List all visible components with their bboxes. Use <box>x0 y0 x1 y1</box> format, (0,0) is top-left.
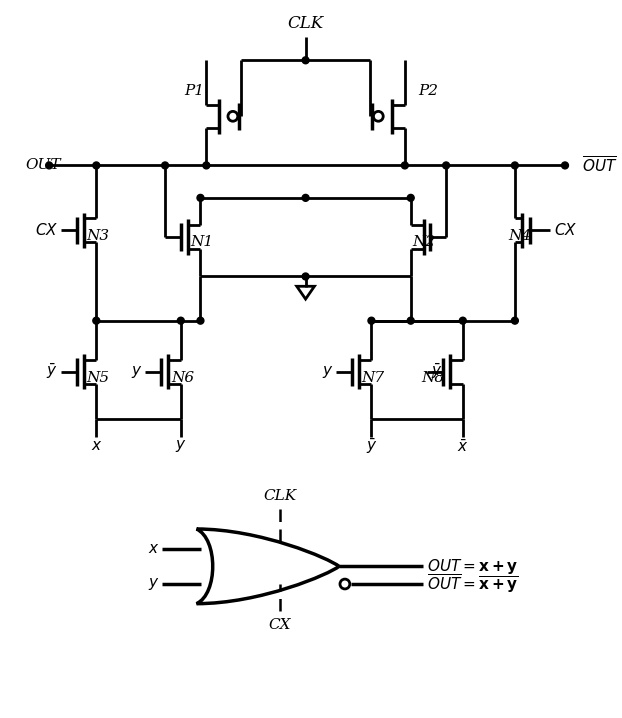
Text: N8: N8 <box>422 370 445 385</box>
Circle shape <box>93 317 100 324</box>
Text: $CX$: $CX$ <box>554 223 578 238</box>
Text: N2: N2 <box>412 235 436 249</box>
Circle shape <box>302 195 309 201</box>
Text: N5: N5 <box>86 370 109 385</box>
Text: CX: CX <box>269 618 291 633</box>
Circle shape <box>401 162 408 169</box>
Text: $y$: $y$ <box>147 576 159 592</box>
Text: $\bar{y}$: $\bar{y}$ <box>47 362 58 381</box>
Circle shape <box>203 162 210 169</box>
Text: $\bar{x}$: $\bar{x}$ <box>457 439 468 454</box>
Circle shape <box>511 162 518 169</box>
Circle shape <box>45 162 53 169</box>
Circle shape <box>197 195 204 201</box>
Circle shape <box>177 317 184 324</box>
Circle shape <box>460 317 466 324</box>
Circle shape <box>93 162 100 169</box>
Circle shape <box>443 162 450 169</box>
Text: $\overline{OUT}$: $\overline{OUT}$ <box>582 155 617 175</box>
Circle shape <box>407 317 414 324</box>
Text: $OUT = \mathbf{x+y}$: $OUT = \mathbf{x+y}$ <box>427 557 519 576</box>
Circle shape <box>302 57 309 64</box>
Text: N4: N4 <box>508 229 531 243</box>
Text: OUT: OUT <box>26 159 61 172</box>
Text: $y$: $y$ <box>131 364 142 380</box>
Text: $\bar{y}$: $\bar{y}$ <box>366 437 377 456</box>
Circle shape <box>368 317 375 324</box>
Text: CLK: CLK <box>287 15 323 32</box>
Text: $x$: $x$ <box>91 439 102 454</box>
Circle shape <box>197 317 204 324</box>
Circle shape <box>162 162 169 169</box>
Text: $x$: $x$ <box>147 541 159 556</box>
Text: $CX$: $CX$ <box>35 223 58 238</box>
Text: CLK: CLK <box>264 488 297 503</box>
Text: $y$: $y$ <box>322 364 333 380</box>
Text: $y$: $y$ <box>175 439 187 454</box>
Text: P2: P2 <box>419 84 439 98</box>
Text: $\bar{y}$: $\bar{y}$ <box>432 362 443 381</box>
Circle shape <box>302 273 309 280</box>
Text: N1: N1 <box>190 235 214 249</box>
Text: N7: N7 <box>361 370 385 385</box>
Circle shape <box>407 195 414 201</box>
Text: N3: N3 <box>86 229 109 243</box>
Text: $\overline{OUT} = \overline{\mathbf{x+y}}$: $\overline{OUT} = \overline{\mathbf{x+y}… <box>427 572 519 595</box>
Text: N6: N6 <box>171 370 194 385</box>
Text: P1: P1 <box>184 84 205 98</box>
Circle shape <box>511 317 518 324</box>
Circle shape <box>562 162 569 169</box>
